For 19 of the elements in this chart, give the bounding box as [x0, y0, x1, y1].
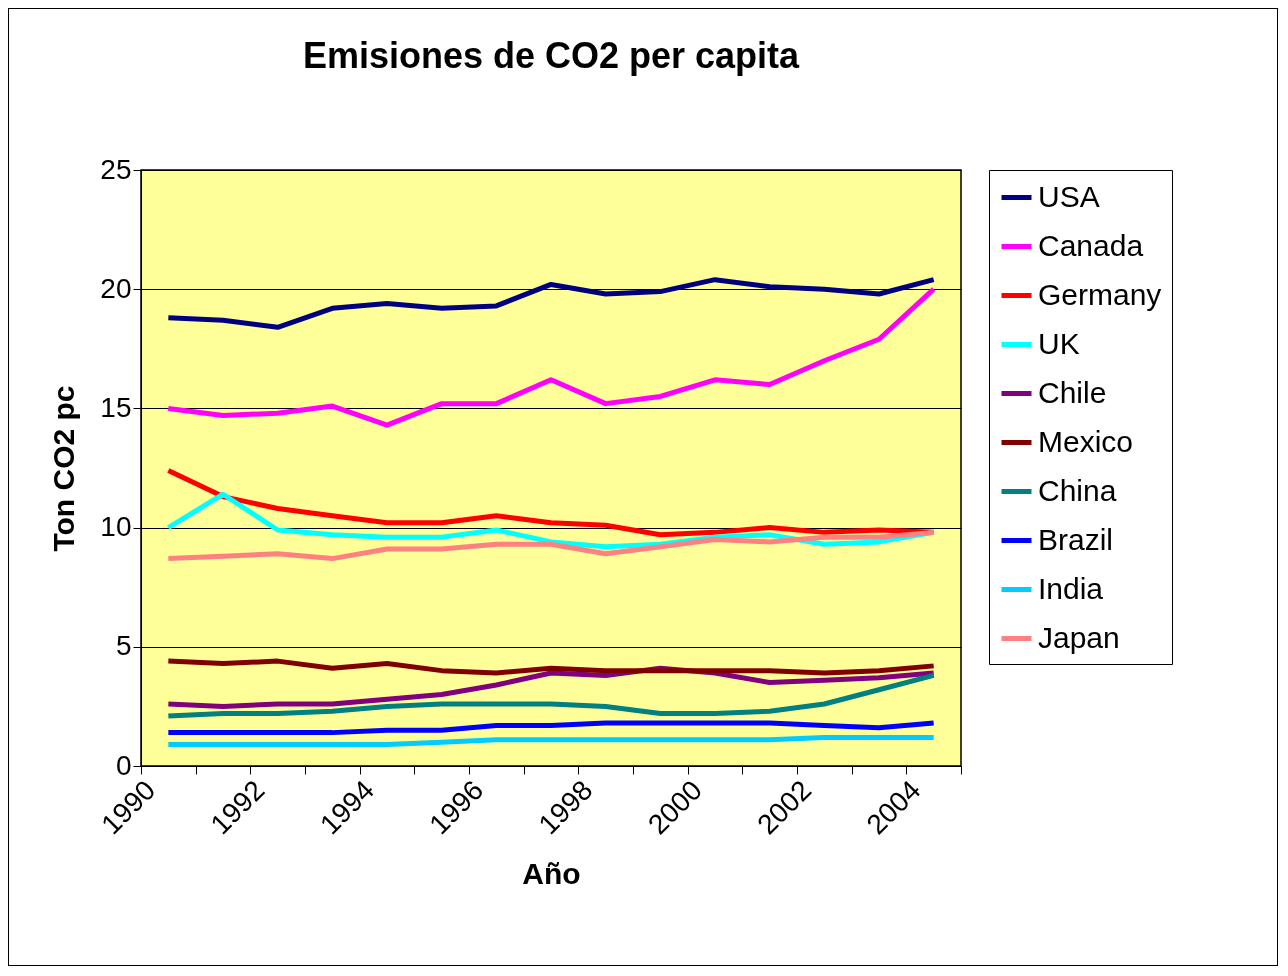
y-tick-label: 15 — [100, 391, 132, 423]
legend-label: Mexico — [1038, 424, 1134, 458]
legend-label: USA — [1038, 179, 1100, 213]
x-axis-title: Año — [522, 857, 581, 891]
y-tick-label: 5 — [115, 630, 132, 662]
y-tick-label: 10 — [100, 511, 132, 543]
legend-label: India — [1038, 571, 1104, 605]
legend-label: Brazil — [1038, 522, 1114, 556]
y-tick-label: 25 — [100, 153, 132, 185]
legend-label: Chile — [1038, 375, 1107, 409]
y-tick-label: 0 — [115, 749, 132, 781]
legend-label: Japan — [1038, 620, 1120, 654]
legend-label: China — [1038, 473, 1117, 507]
chart-title: Emisiones de CO2 per capita — [302, 35, 801, 76]
y-axis-title: Ton CO2 pc — [47, 385, 81, 552]
legend-label: Germany — [1038, 277, 1162, 311]
y-tick-label: 20 — [100, 272, 132, 304]
legend-label: Canada — [1038, 228, 1144, 262]
legend-label: UK — [1038, 326, 1080, 360]
